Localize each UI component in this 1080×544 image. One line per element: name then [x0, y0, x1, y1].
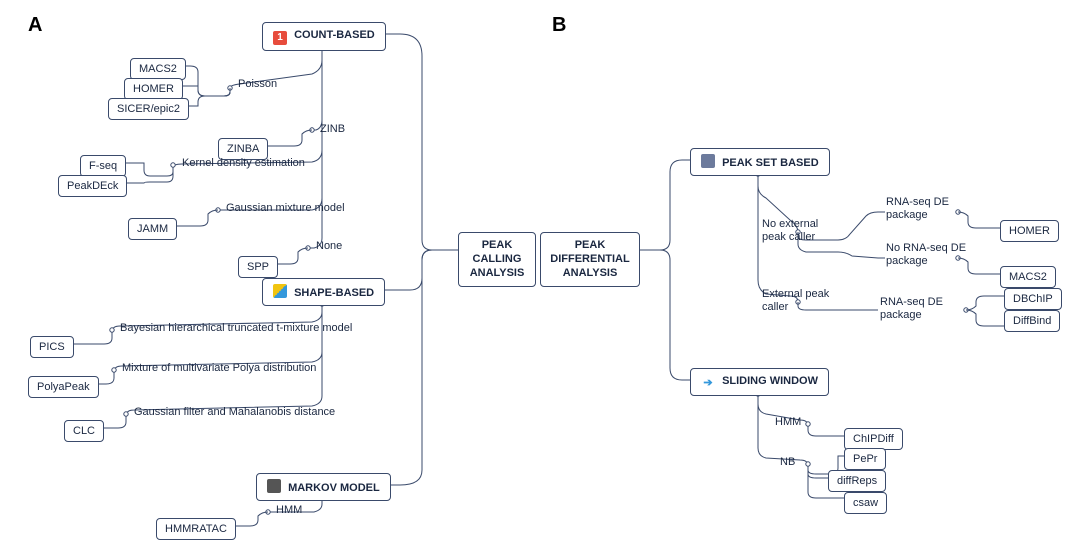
text-sliding: SLIDING WINDOW [722, 375, 818, 387]
node-shape-based: SHAPE-BASED [262, 278, 385, 306]
tool-polyapeak: PolyaPeak [28, 376, 99, 398]
tool-clc: CLC [64, 420, 104, 442]
label-bayes: Bayesian hierarchical truncated t-mixtur… [120, 322, 352, 334]
node-peak-differential-analysis: PEAKDIFFERENTIALANALYSIS [540, 232, 640, 287]
label-hmm-b: HMM [775, 416, 801, 428]
tool-jamm: JAMM [128, 218, 177, 240]
text-count-based: COUNT-BASED [294, 29, 375, 41]
text-markov: MARKOV MODEL [288, 482, 380, 494]
label-polya: Mixture of multivariate Polya distributi… [122, 362, 316, 374]
node-markov-model: MARKOV MODEL [256, 473, 391, 501]
tool-diffreps: diffReps [828, 470, 886, 492]
node-sliding-window: ➔ SLIDING WINDOW [690, 368, 829, 396]
label-no-rna-de: No RNA-seq DE package [886, 242, 968, 268]
tool-peakdeck: PeakDEck [58, 175, 127, 197]
count-icon: 1 [273, 31, 287, 45]
label-zinb: ZINB [320, 123, 345, 135]
label-nb: NB [780, 456, 795, 468]
label-kde: Kernel density estimation [182, 157, 305, 169]
sliding-icon: ➔ [701, 376, 715, 390]
label-rna-de-1: RNA-seq DE package [886, 196, 961, 222]
panel-letter-a: A [28, 14, 42, 37]
node-count-based: 1 COUNT-BASED [262, 22, 386, 51]
tool-homer-b: HOMER [1000, 220, 1059, 242]
text-peak-calling: PEAKCALLINGANALYSIS [470, 239, 525, 279]
tool-chipdiff: ChIPDiff [844, 428, 903, 450]
label-gauss: Gaussian filter and Mahalanobis distance [134, 406, 335, 418]
tool-spp: SPP [238, 256, 278, 278]
tool-sicer: SICER/epic2 [108, 98, 189, 120]
tool-macs2-b: MACS2 [1000, 266, 1056, 288]
peakset-icon [701, 154, 715, 168]
label-gmm: Gaussian mixture model [226, 202, 345, 214]
tool-homer: HOMER [124, 78, 183, 100]
label-ext: External peak caller [762, 288, 842, 314]
tool-pepr: PePr [844, 448, 886, 470]
text-shape-based: SHAPE-BASED [294, 287, 374, 299]
tool-hmmratac: HMMRATAC [156, 518, 236, 540]
label-rna-de-2: RNA-seq DE package [880, 296, 955, 322]
label-none: None [316, 240, 342, 252]
node-peak-calling-analysis: PEAKCALLINGANALYSIS [458, 232, 536, 287]
diagram-canvas: A B [0, 0, 1080, 544]
label-hmm-a: HMM [276, 504, 302, 516]
node-peak-set-based: PEAK SET BASED [690, 148, 830, 176]
tool-macs2: MACS2 [130, 58, 186, 80]
label-no-ext: No external peak caller [762, 218, 842, 244]
tool-fseq: F-seq [80, 155, 126, 177]
label-poisson: Poisson [238, 78, 277, 90]
tool-dbchip: DBChIP [1004, 288, 1062, 310]
text-peak-diff: PEAKDIFFERENTIALANALYSIS [550, 239, 629, 279]
markov-icon [267, 479, 281, 493]
tool-csaw: csaw [844, 492, 887, 514]
text-peak-set: PEAK SET BASED [722, 157, 819, 169]
tool-pics: PICS [30, 336, 74, 358]
shape-icon [273, 284, 287, 298]
panel-letter-b: B [552, 14, 566, 37]
tool-diffbind: DiffBind [1004, 310, 1060, 332]
